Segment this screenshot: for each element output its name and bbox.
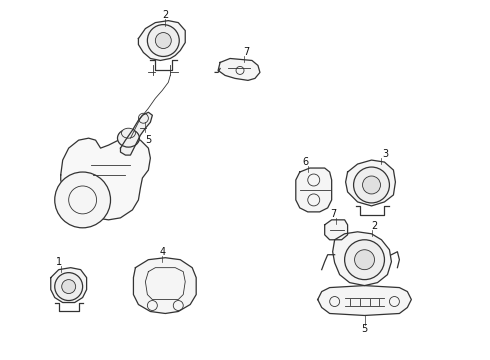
- Polygon shape: [133, 258, 196, 314]
- Polygon shape: [61, 138, 150, 220]
- Text: 3: 3: [382, 149, 389, 159]
- Ellipse shape: [122, 128, 135, 138]
- Polygon shape: [218, 58, 260, 80]
- Circle shape: [155, 32, 172, 49]
- Polygon shape: [296, 168, 332, 212]
- Text: 5: 5: [145, 135, 151, 145]
- Circle shape: [147, 24, 179, 57]
- Polygon shape: [51, 268, 87, 302]
- Text: 1: 1: [56, 257, 62, 267]
- Text: 4: 4: [159, 247, 166, 257]
- Polygon shape: [138, 21, 185, 60]
- Ellipse shape: [118, 129, 140, 147]
- Polygon shape: [333, 232, 392, 285]
- Circle shape: [344, 240, 385, 280]
- Circle shape: [355, 250, 374, 270]
- Text: 7: 7: [243, 48, 249, 58]
- Text: 5: 5: [362, 324, 368, 334]
- Text: 7: 7: [331, 209, 337, 219]
- Circle shape: [363, 176, 380, 194]
- Polygon shape: [325, 220, 347, 240]
- Circle shape: [55, 172, 111, 228]
- Text: 6: 6: [303, 157, 309, 167]
- Circle shape: [62, 280, 75, 293]
- Text: 2: 2: [162, 10, 169, 20]
- Polygon shape: [345, 160, 395, 206]
- Circle shape: [354, 167, 390, 203]
- Circle shape: [55, 273, 83, 301]
- Text: 2: 2: [371, 221, 378, 231]
- Polygon shape: [121, 112, 152, 155]
- Polygon shape: [318, 285, 412, 315]
